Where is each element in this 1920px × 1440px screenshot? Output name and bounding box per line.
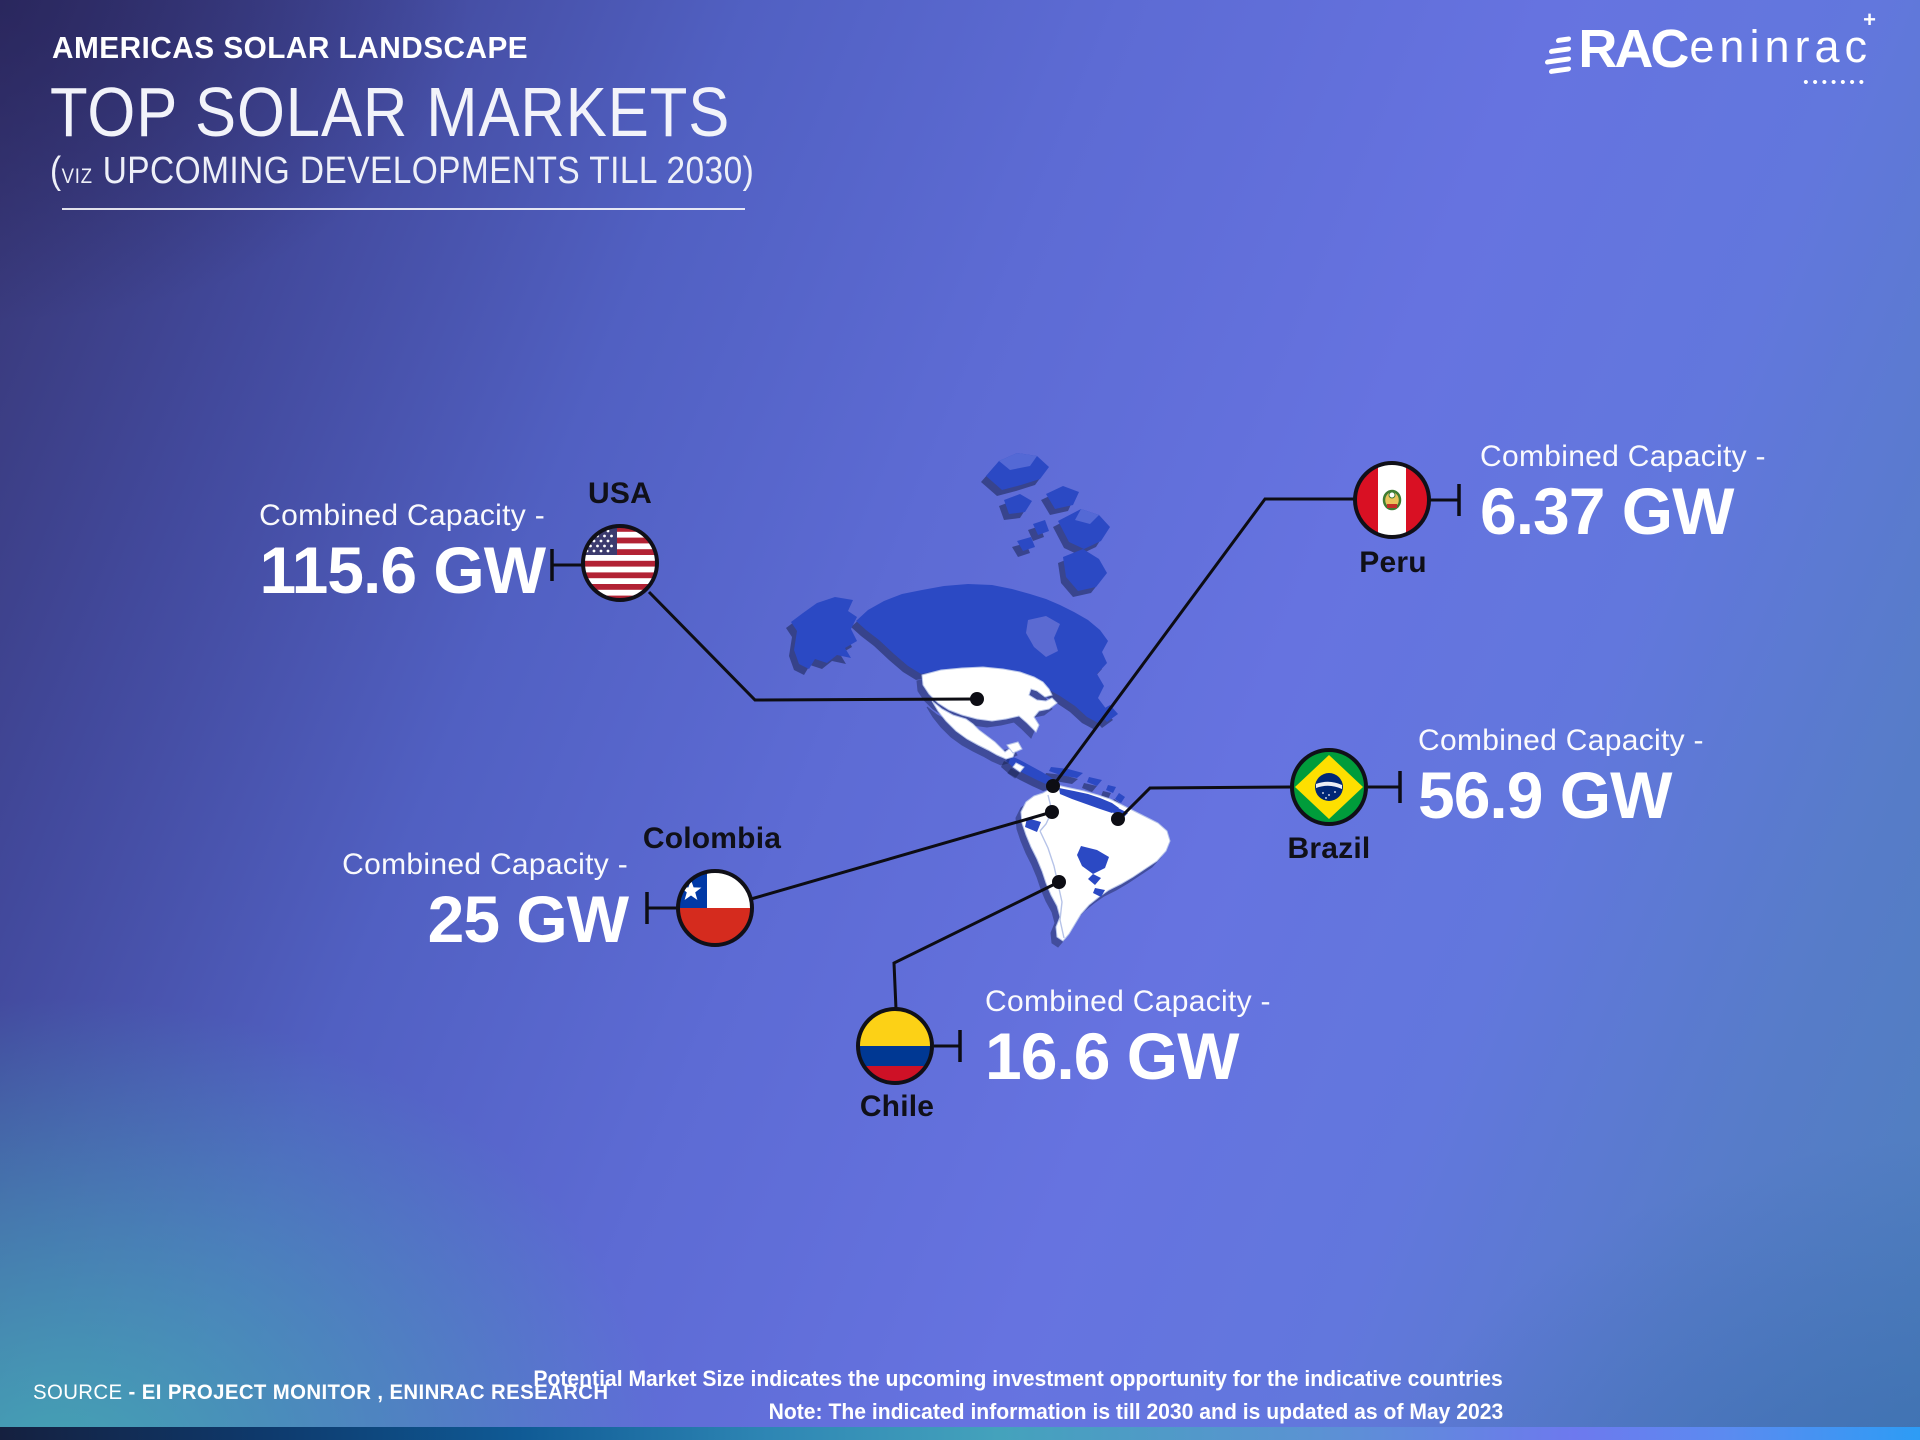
logo-brand-text: eninrac +	[1689, 7, 1876, 72]
map-dot-chile	[1052, 875, 1066, 889]
chile-flag-icon	[676, 869, 754, 947]
connector-chile	[892, 880, 1060, 1010]
peru-capacity-callout: Combined Capacity - 6.37 GW	[1480, 440, 1766, 544]
map-blue-landmass	[791, 453, 1128, 815]
colombia-capacity-callout: Combined Capacity - 25 GW	[342, 848, 629, 956]
source-text: - EI PROJECT MONITOR , ENINRAC RESEARCH	[128, 1381, 609, 1404]
market-size-note: Potential Market Size indicates the upco…	[533, 1366, 1503, 1391]
country-label-brazil: Brazil	[1287, 832, 1371, 865]
source-attribution: SOURCE - EI PROJECT MONITOR , ENINRAC RE…	[33, 1381, 608, 1405]
map-dot-peru	[1046, 779, 1060, 793]
viz-abbrev: VIZ	[61, 165, 93, 188]
brazil-capacity-value: 56.9 GW	[1418, 758, 1672, 832]
brazil-capacity-label: Combined Capacity -	[1418, 724, 1704, 757]
map-dot-brazil	[1111, 812, 1125, 826]
hudson-bay	[1026, 616, 1060, 657]
map-arctic-highlights	[999, 453, 1099, 524]
brazil-capacity-callout: Combined Capacity - 56.9 GW	[1418, 724, 1704, 828]
bottom-gradient-bar	[0, 1427, 1920, 1440]
update-note: Note: The indicated information is till …	[768, 1399, 1503, 1424]
connector-brazil	[1117, 785, 1292, 821]
colombia-flag-icon	[856, 1007, 934, 1085]
country-label-chile: Chile	[859, 1090, 935, 1123]
brazil-flag-icon	[1290, 748, 1368, 826]
page-title: TOP SOLAR MARKETS	[50, 73, 731, 151]
country-label-colombia: Colombia	[642, 822, 782, 855]
usa-flag-icon	[581, 524, 659, 602]
peru-capacity-value: 6.37 GW	[1480, 474, 1734, 548]
chile-capacity-value: 16.6 GW	[985, 1019, 1239, 1093]
page-subtitle: (VIZ UPCOMING DEVELOPMENTS TILL 2030)	[50, 150, 755, 192]
logo-rac-text: RAC	[1578, 19, 1689, 79]
title-underline	[62, 208, 745, 210]
connector-colombia	[750, 810, 1053, 901]
logo-dots: •••••••	[1803, 74, 1868, 91]
connectors	[550, 484, 1461, 1062]
solar-rays-icon	[1545, 36, 1572, 75]
connector-usa	[647, 590, 978, 702]
usa-capacity-label: Combined Capacity -	[259, 499, 545, 532]
logo-plus-mark: +	[1863, 7, 1876, 32]
kicker-title: AMERICAS SOLAR LANDSCAPE	[52, 30, 529, 65]
map-white-countries	[921, 666, 1171, 942]
chile-capacity-callout: Combined Capacity - 16.6 GW	[985, 985, 1271, 1089]
colombia-capacity-label: Combined Capacity -	[342, 848, 628, 881]
map-dot-colombia	[1045, 805, 1059, 819]
peru-capacity-label: Combined Capacity -	[1480, 440, 1766, 473]
usa-capacity-value: 115.6 GW	[259, 533, 546, 607]
source-prefix: SOURCE	[33, 1381, 129, 1404]
chile-capacity-label: Combined Capacity -	[985, 985, 1271, 1018]
country-label-peru: Peru	[1359, 546, 1427, 579]
country-label-usa: USA	[588, 477, 652, 510]
map-dot-usa	[970, 692, 984, 706]
map-usa	[921, 666, 1058, 733]
eninrac-logo: RAC eninrac +	[1545, 7, 1876, 79]
map-sa-blue-patches	[1025, 788, 1128, 897]
colombia-capacity-value: 25 GW	[427, 882, 629, 956]
peru-flag-icon	[1353, 461, 1431, 539]
connector-peru	[1051, 497, 1354, 787]
usa-capacity-callout: Combined Capacity - 115.6 GW	[259, 499, 546, 607]
